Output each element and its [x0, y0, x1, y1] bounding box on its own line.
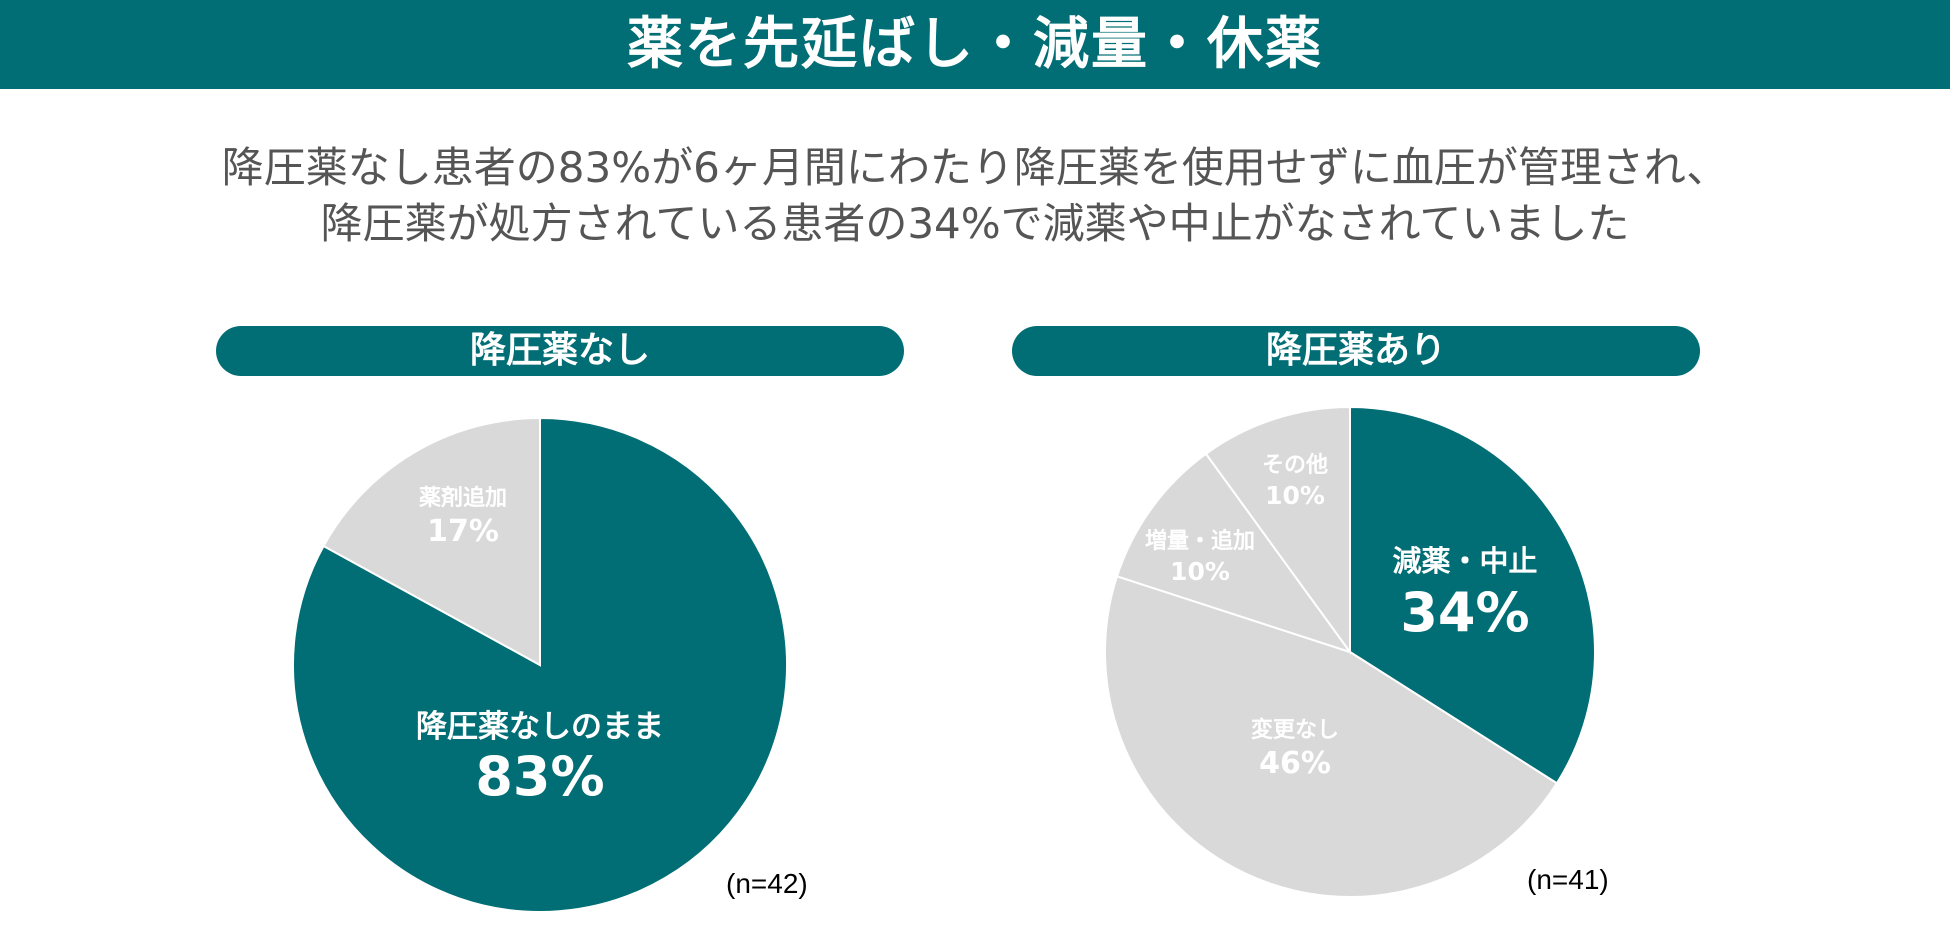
slice-value-label: 10% — [1265, 481, 1325, 510]
slice-label: その他 — [1262, 453, 1328, 478]
pie-slice — [1204, 405, 1351, 656]
subtitle-line-1: 降圧薬なし患者の83%が6ヶ月間にわたり降圧薬を使用せずに血圧が管理され、 — [221, 143, 1729, 192]
pie-slice — [322, 416, 541, 667]
slice-value-label: 10% — [1170, 557, 1230, 586]
slice-label: 変更なし — [1251, 717, 1339, 743]
slice-value-label: 34% — [1400, 581, 1529, 644]
slice-value-label: 17% — [427, 514, 499, 549]
slice-label: 降圧薬なしのまま — [416, 709, 664, 745]
sample-size-no-medication: (n=42) — [726, 868, 808, 899]
pie-slice — [1115, 452, 1353, 654]
pie-title-with-medication: 降圧薬あり — [1012, 326, 1700, 376]
pie-title-no-medication: 降圧薬なし — [216, 326, 904, 376]
slice-label: 増量・追加 — [1145, 528, 1255, 554]
slice-label: 減薬・中止 — [1392, 544, 1537, 578]
pie-slice — [1349, 405, 1596, 785]
slice-label: 薬剤追加 — [419, 485, 507, 511]
sample-size-with-medication: (n=41) — [1527, 864, 1609, 895]
pie-slice — [1103, 575, 1559, 898]
slice-value-label: 83% — [475, 745, 604, 808]
subtitle-line-2: 降圧薬が処方されている患者の34%で減薬や中止がなされていました — [320, 199, 1630, 248]
slice-value-label: 46% — [1259, 746, 1331, 781]
page-title: 薬を先延ばし・減量・休薬 — [0, 0, 1950, 89]
